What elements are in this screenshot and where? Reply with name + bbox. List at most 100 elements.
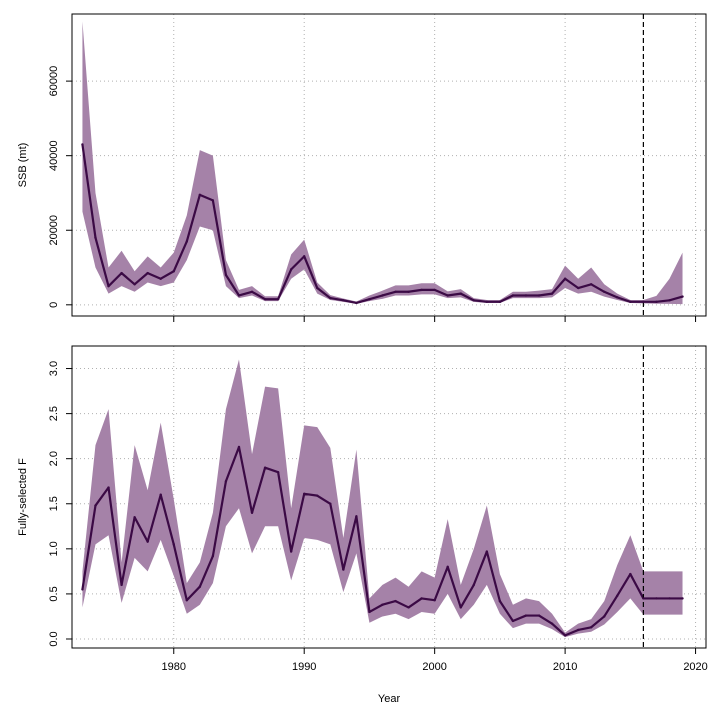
ssb-point-1997 [394,290,397,293]
f-point-1977 [133,516,136,519]
f-point-1985 [237,445,241,449]
f-point-2007 [524,614,528,617]
ssb-point-2006 [511,294,515,297]
ssb-point-1987 [263,298,267,301]
f-point-1989 [289,550,293,553]
xtick-label-2: 2000 [422,661,446,673]
f-point-2005 [498,599,502,603]
ssb-point-1991 [316,286,319,290]
ssb-point-2017 [655,300,658,304]
f-point-2006 [511,619,515,623]
ssb-y-axis-title: SSB (mt) [17,143,29,188]
f-point-1997 [394,599,397,603]
ssb-point-1990 [303,255,306,258]
f-point-1995 [368,610,371,614]
f-point-2008 [537,614,541,617]
ssb-point-1992 [329,296,332,300]
f-point-2004 [485,550,489,553]
ssb-point-1973 [81,143,84,146]
ssb-points [81,143,684,305]
ssb-y-axis: 0 20000 40000 60000 [48,66,72,308]
ssb-point-2013 [603,290,606,293]
f-point-1976 [120,583,123,587]
xtick-label-4: 2020 [683,661,707,673]
f-point-2001 [446,565,449,569]
ssb-point-2009 [550,292,554,295]
f-point-2019 [681,597,684,600]
f-point-1990 [303,492,306,496]
ssb-point-2012 [590,283,593,286]
ssb-point-1983 [211,199,215,202]
ssb-point-1998 [407,290,410,293]
f-point-2014 [616,594,619,597]
ssb-confidence-band [82,21,683,305]
f-point-2011 [576,628,580,632]
f-point-1979 [159,493,162,496]
ssb-point-2000 [433,288,436,292]
ssb-point-2019 [681,295,684,298]
f-ytick-label-1: 0.5 [48,586,60,601]
ssb-x-axis [173,316,697,322]
f-confidence-band [82,359,683,638]
xtick-label-1: 1990 [292,661,316,673]
f-point-1983 [211,554,215,558]
xtick-label-3: 2010 [553,661,577,673]
ssb-point-2007 [524,294,528,297]
ssb-point-1974 [94,236,97,239]
ssb-point-2018 [668,299,671,302]
ssb-ytick-label-2: 40000 [48,140,60,171]
f-point-1986 [250,511,254,514]
f-ytick-label-5: 2.5 [48,406,60,421]
x-axis-title: Year [378,693,401,705]
f-point-2018 [668,597,671,600]
f-point-2009 [550,622,554,625]
ssb-point-1995 [368,298,371,301]
f-point-1981 [185,599,188,602]
ssb-point-2014 [616,296,619,299]
f-point-2013 [603,615,606,618]
ssb-point-2004 [485,300,489,304]
ssb-point-2011 [576,286,580,290]
f-point-1973 [81,588,84,591]
ssb-point-2001 [446,294,449,297]
f-point-2010 [563,634,567,637]
f-point-1999 [420,597,423,600]
f-point-2000 [433,599,436,602]
f-point-1980 [172,543,175,546]
ssb-grid [72,14,706,316]
ssb-point-1976 [120,271,123,275]
f-point-1998 [407,606,410,609]
f-point-1993 [342,568,345,571]
f-point-2017 [655,597,658,600]
f-point-1991 [316,494,319,497]
ssb-point-2016 [642,300,645,304]
ssb-point-2008 [537,294,541,297]
ssb-point-1984 [224,273,228,277]
f-point-1996 [381,603,384,606]
f-point-1984 [224,480,228,483]
ssb-ytick-label-1: 20000 [48,215,60,246]
f-point-2012 [590,626,593,629]
f-point-2015 [629,572,632,576]
ssb-point-1996 [381,294,384,297]
f-point-1987 [263,466,267,469]
f-points [81,445,684,637]
ssb-point-2003 [472,299,475,302]
f-point-1992 [329,502,332,505]
ssb-point-1978 [146,271,149,275]
ssb-point-1979 [159,277,162,280]
ssb-point-1999 [420,288,423,292]
ssb-ytick-label-3: 60000 [48,66,60,97]
f-ytick-label-6: 3.0 [48,361,60,376]
f-point-1978 [146,540,149,543]
ssb-point-1977 [133,283,136,286]
ssb-point-1981 [185,240,188,243]
ssb-point-2010 [563,277,567,280]
f-ytick-label-2: 1.0 [48,541,60,556]
ssb-point-1994 [355,301,358,305]
f-point-2003 [472,583,475,587]
ssb-ytick-label-0: 0 [48,302,60,308]
f-point-1988 [276,471,280,474]
